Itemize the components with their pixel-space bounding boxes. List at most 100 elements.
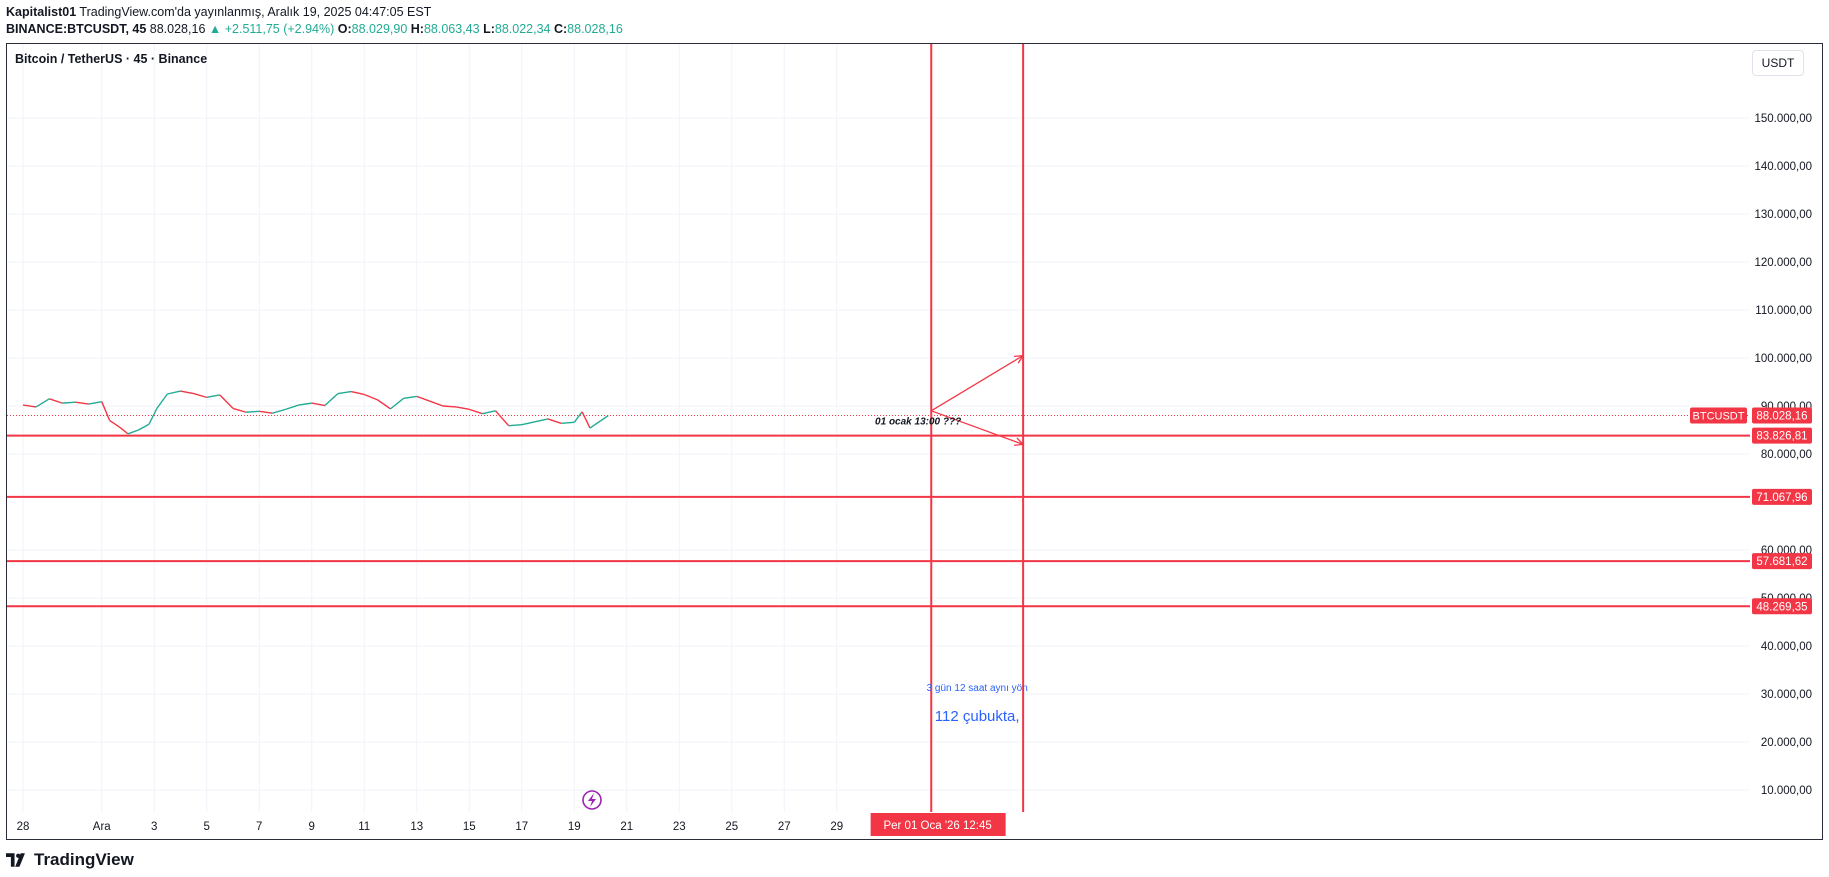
time-tick-label: 7 <box>256 821 262 833</box>
time-tick-label: 29 <box>830 821 843 833</box>
symbol-tag[interactable] <box>1690 407 1747 424</box>
price-change: ▲ +2.511,75 (+2.94%) <box>208 22 335 36</box>
time-cursor-label: Per 01 Oca '26 12:45 <box>883 820 991 832</box>
annotation-text[interactable]: 112 çubukta, <box>935 708 1020 725</box>
symbol-interval: BINANCE:BTCUSDT, 45 <box>6 22 147 36</box>
annotation-text[interactable]: 01 ocak 13:00 ??? <box>875 417 961 428</box>
price-segment <box>573 411 583 423</box>
price-segment <box>88 400 102 405</box>
low-label: L: <box>483 22 495 36</box>
level-price-tag[interactable] <box>1752 598 1812 615</box>
price-segment <box>119 427 129 435</box>
price-segment <box>600 415 609 422</box>
price-segment <box>156 393 168 409</box>
price-segment <box>482 410 496 415</box>
price-tick-label: 80.000,00 <box>1761 449 1812 461</box>
time-cursor-tag[interactable] <box>870 813 1006 836</box>
vertical-lines[interactable] <box>930 44 1025 812</box>
price-segment <box>442 405 457 408</box>
price-tick-label: 40.000,00 <box>1761 641 1812 653</box>
price-segment <box>35 398 50 408</box>
time-tick-label: 13 <box>410 821 423 833</box>
price-segment <box>167 390 181 395</box>
time-tick-label: 9 <box>309 821 315 833</box>
price-tick-label: 120.000,00 <box>1754 257 1812 269</box>
brand-name: TradingView <box>34 850 134 869</box>
price-segment <box>561 421 575 424</box>
current-price-tag[interactable] <box>1752 407 1812 424</box>
price-tick-label: 30.000,00 <box>1761 689 1812 701</box>
time-tick-label: 11 <box>358 821 370 833</box>
level-price-tag[interactable] <box>1752 553 1812 570</box>
projection-arrows[interactable] <box>930 354 1025 446</box>
chart-frame[interactable] <box>6 43 1823 840</box>
price-tick-label: 110.000,00 <box>1755 305 1812 317</box>
arrow-line[interactable] <box>930 355 1024 412</box>
price-segment <box>232 407 247 413</box>
price-segment <box>403 395 417 400</box>
last-price: 88.028,16 <box>149 22 206 36</box>
time-tick-label: Ara <box>93 821 112 833</box>
price-segment <box>219 394 234 409</box>
price-segment <box>589 420 601 429</box>
price-tick-label: 140.000,00 <box>1754 161 1812 173</box>
annotation-text[interactable]: 3 gün 12 saat aynı yön <box>927 683 1028 694</box>
price-segment <box>494 410 510 427</box>
price-tick-label: 150.000,00 <box>1754 113 1812 125</box>
price-tick-label: 100.000,00 <box>1754 353 1812 365</box>
price-segment <box>180 390 194 395</box>
price-segment <box>534 418 549 423</box>
close-value: 88.028,16 <box>567 22 623 36</box>
time-tick-label: 5 <box>204 821 210 833</box>
close-label: C: <box>553 22 568 36</box>
lightning-icon <box>588 793 596 807</box>
level-price-label: 83.826,81 <box>1756 431 1807 443</box>
events <box>582 790 602 810</box>
time-tick-label: 21 <box>620 821 633 833</box>
price-tick-label: 130.000,00 <box>1754 209 1812 221</box>
chart-title: Bitcoin / TetherUS · 45 · Binance <box>15 52 208 66</box>
high-value: 88.063,43 <box>423 22 480 36</box>
price-segment <box>416 395 431 402</box>
price-tick-label: 10.000,00 <box>1761 785 1812 797</box>
price-segment <box>298 402 312 406</box>
price-segment <box>337 390 352 395</box>
price-segment <box>49 398 63 404</box>
price-segment <box>469 408 483 415</box>
horizontal-levels[interactable] <box>7 434 1750 608</box>
time-tick-label: 15 <box>463 821 476 833</box>
currency-button[interactable]: USDT <box>1752 50 1804 76</box>
price-segment <box>508 424 522 427</box>
price-axis[interactable]: 150.000,00 140.000,00 130.000,00 120.000,00… <box>1690 44 1812 840</box>
price-segment <box>324 393 339 407</box>
footer-brand[interactable]: TradingView <box>6 850 134 870</box>
annotations[interactable]: 01 ocak 13:00 ??? 3 gün 12 saat aynı yön 1… <box>875 417 1028 725</box>
price-segment <box>272 408 286 414</box>
time-axis[interactable]: 28 Ara 3 5 7 9 11 13 15 17 19 21 23 25 27 29 Per 01 Oca … <box>17 813 1006 836</box>
price-segment <box>581 411 591 429</box>
price-segment <box>62 401 76 404</box>
high-label: H: <box>410 22 424 36</box>
symbol-tag-label: BTCUSDT <box>1693 410 1745 422</box>
current-price-label: 88.028,16 <box>1756 410 1807 422</box>
author-name[interactable]: Kapitalist01 <box>6 5 77 19</box>
price-series <box>7 390 1750 435</box>
level-price-label: 71.067,96 <box>1756 492 1807 504</box>
level-price-tag[interactable] <box>1752 488 1812 505</box>
time-tick-label: 25 <box>725 821 738 833</box>
open-label: O: <box>337 22 352 36</box>
level-price-label: 48.269,35 <box>1756 601 1807 613</box>
arrow-line[interactable] <box>931 410 1024 446</box>
level-price-tag[interactable] <box>1752 427 1812 444</box>
price-segment <box>363 393 378 401</box>
price-segment <box>390 397 405 410</box>
price-segment <box>311 402 326 407</box>
arrow-head <box>1014 354 1025 364</box>
time-tick-label: 17 <box>515 821 528 833</box>
price-tick-label: 20.000,00 <box>1761 737 1812 749</box>
open-value: 88.029,90 <box>351 22 408 36</box>
price-segment <box>376 399 391 410</box>
time-tick-label: 28 <box>17 821 30 833</box>
time-tick-label: 23 <box>673 821 686 833</box>
